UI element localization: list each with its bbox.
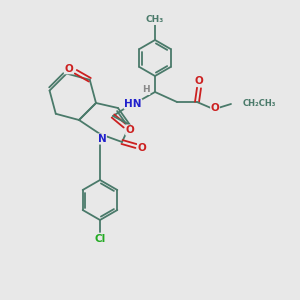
Text: O: O	[64, 64, 73, 74]
Text: H: H	[142, 85, 150, 94]
Text: Cl: Cl	[94, 234, 106, 244]
Text: N: N	[98, 134, 106, 144]
Text: O: O	[126, 125, 134, 135]
Text: O: O	[138, 143, 146, 153]
Text: HN: HN	[124, 99, 142, 109]
Text: CH₃: CH₃	[146, 16, 164, 25]
Text: O: O	[211, 103, 219, 113]
Text: CH₂CH₃: CH₂CH₃	[243, 100, 276, 109]
Text: O: O	[195, 76, 203, 86]
